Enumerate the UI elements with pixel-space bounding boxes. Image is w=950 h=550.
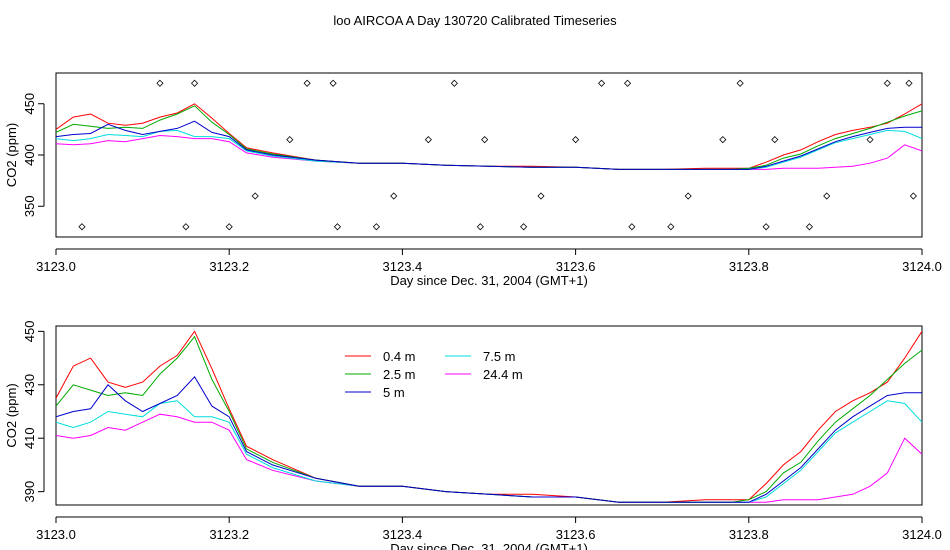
x-tick-label: 3124.0	[902, 527, 942, 542]
calibration-marker	[182, 223, 190, 231]
x-tick-label: 3124.0	[902, 259, 942, 274]
plot-frame	[55, 325, 923, 506]
y-tick-label: 430	[22, 374, 37, 396]
series-line-5-m	[56, 375, 922, 503]
calibration-marker	[190, 79, 199, 87]
legend-label: 0.4 m	[383, 349, 416, 364]
y-tick-label: 410	[22, 427, 37, 449]
calibration-marker	[736, 79, 744, 87]
x-tick-label: 3123.2	[209, 527, 249, 542]
x-tick-label: 3123.2	[209, 259, 249, 274]
calibration-marker	[537, 192, 545, 200]
legend-label: 7.5 m	[483, 349, 516, 364]
calibration-marker	[372, 223, 380, 231]
calibration-marker	[303, 79, 311, 87]
x-tick-label: 3123.6	[556, 259, 596, 274]
x-tick-label: 3123.0	[36, 527, 76, 542]
calibration-marker	[823, 192, 831, 200]
calibration-marker	[684, 192, 692, 200]
calibration-marker	[78, 223, 86, 231]
calibration-marker	[905, 79, 913, 87]
x-axis-label: Day since Dec. 31, 2004 (GMT+1)	[390, 273, 588, 288]
y-tick-label: 400	[22, 144, 37, 166]
calibration-marker	[909, 192, 917, 200]
calibration-marker	[883, 79, 891, 87]
y-tick-label: 350	[22, 195, 37, 217]
figure-title: loo AIRCOA A Day 130720 Calibrated Times…	[333, 13, 617, 28]
calibration-marker	[476, 223, 484, 231]
x-axis-label: Day since Dec. 31, 2004 (GMT+1)	[390, 541, 588, 550]
legend-label: 2.5 m	[383, 367, 416, 382]
calibration-marker	[286, 136, 294, 144]
calibration-marker	[329, 79, 337, 87]
y-tick-label: 450	[22, 320, 37, 342]
calibration-marker	[623, 79, 632, 87]
x-tick-label: 3123.6	[556, 527, 596, 542]
calibration-marker	[251, 192, 259, 200]
y-axis-label: CO2 (ppm)	[4, 123, 19, 187]
calibration-marker	[667, 223, 675, 231]
bottom-panel: 3123.0 3123.2 3123.4 3123.6 3123.8 3124.0 Day …	[4, 320, 942, 550]
x-tick-label: 3123.8	[729, 259, 769, 274]
calibration-marker	[424, 136, 432, 144]
calibration-marker	[390, 192, 398, 200]
legend-label: 24.4 m	[483, 367, 523, 382]
top-panel: 3123.0 3123.2 3123.4 3123.6 3123.8 3124.0 Day …	[4, 72, 942, 288]
y-tick-label: 450	[22, 93, 37, 115]
x-tick-label: 3123.4	[383, 527, 423, 542]
x-tick-label: 3123.0	[36, 259, 76, 274]
plot-frame	[55, 72, 923, 238]
legend-label: 5 m	[383, 385, 405, 400]
calibration-marker	[333, 223, 342, 231]
y-tick-label: 390	[22, 481, 37, 503]
calibration-marker	[628, 223, 636, 231]
series-line-5-m	[56, 120, 922, 170]
series-line-7-5-m	[56, 129, 922, 170]
series-line-7-5-m	[56, 400, 922, 503]
y-axis-label: CO2 (ppm)	[4, 383, 19, 447]
calibration-marker	[598, 79, 606, 87]
calibration-marker	[572, 136, 580, 144]
calibration-marker	[771, 136, 779, 144]
calibration-marker	[762, 223, 770, 231]
calibration-marker	[719, 136, 727, 144]
x-tick-label: 3123.8	[729, 527, 769, 542]
calibration-marker	[481, 136, 489, 144]
calibration-marker	[450, 79, 458, 87]
calibration-marker	[156, 79, 164, 87]
calibration-marker	[520, 223, 528, 231]
calibration-marker	[225, 223, 233, 231]
calibration-marker	[866, 136, 874, 144]
calibration-marker	[805, 223, 813, 231]
x-tick-label: 3123.4	[383, 259, 423, 274]
